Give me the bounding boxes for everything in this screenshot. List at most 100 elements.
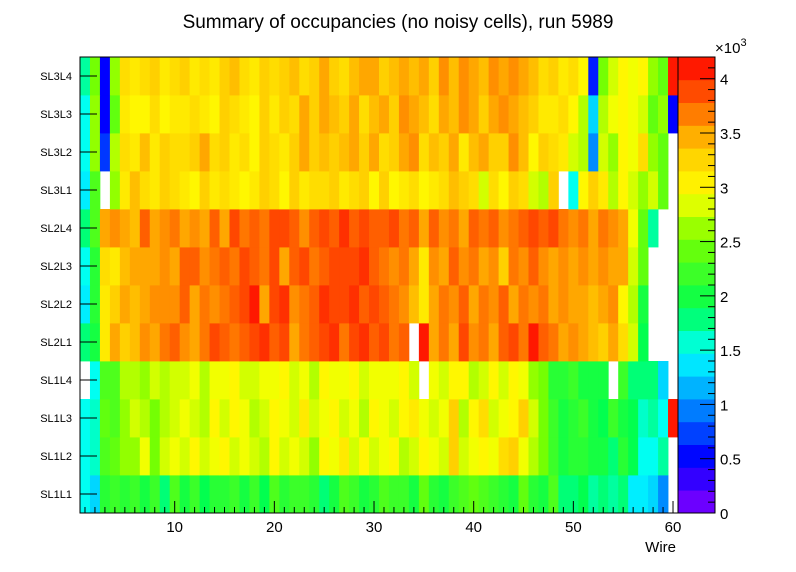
heatmap-cell bbox=[349, 475, 360, 514]
heatmap-cell bbox=[598, 285, 609, 324]
heatmap-cell bbox=[618, 171, 629, 210]
heatmap-cell bbox=[249, 57, 260, 96]
heatmap-cell bbox=[99, 361, 111, 400]
chart-title: Summary of occupancies (no noisy cells),… bbox=[183, 12, 614, 33]
heatmap-cell bbox=[438, 209, 450, 248]
heatmap-cell bbox=[508, 171, 519, 210]
heatmap-cell bbox=[209, 361, 220, 400]
heatmap-cell bbox=[398, 475, 410, 514]
heatmap-cell bbox=[119, 399, 131, 438]
heatmap-cell bbox=[359, 57, 370, 96]
palette-band bbox=[678, 125, 715, 149]
heatmap-cell bbox=[438, 171, 450, 210]
heatmap-cell bbox=[398, 285, 410, 324]
heatmap-cell bbox=[468, 285, 480, 324]
heatmap-cell bbox=[309, 247, 320, 286]
heatmap-cell bbox=[628, 171, 639, 210]
heatmap-cell bbox=[99, 133, 111, 172]
heatmap-cell bbox=[369, 209, 380, 248]
heatmap-cell bbox=[289, 133, 300, 172]
heatmap-cell bbox=[359, 399, 370, 438]
heatmap-cell bbox=[528, 133, 539, 172]
heatmap-cell bbox=[349, 57, 360, 96]
heatmap-cell bbox=[349, 399, 360, 438]
heatmap-cell bbox=[209, 57, 220, 96]
heatmap-cell bbox=[608, 437, 619, 476]
heatmap-cell bbox=[179, 247, 191, 286]
heatmap-cell bbox=[558, 133, 569, 172]
heatmap-cell bbox=[618, 399, 629, 438]
heatmap-cell bbox=[468, 475, 480, 514]
heatmap-cell bbox=[119, 95, 131, 134]
heatmap-cell bbox=[219, 57, 230, 96]
heatmap-cell bbox=[538, 133, 549, 172]
heatmap-cell bbox=[388, 399, 400, 438]
heatmap-cell bbox=[119, 361, 131, 400]
heatmap-cell bbox=[129, 361, 141, 400]
heatmap-cell bbox=[329, 95, 340, 134]
heatmap-cell bbox=[628, 247, 639, 286]
heatmap-cell bbox=[478, 133, 490, 172]
heatmap-cell bbox=[309, 437, 320, 476]
heatmap-cell bbox=[538, 437, 549, 476]
heatmap-cell bbox=[488, 437, 499, 476]
heatmap-cell bbox=[299, 285, 310, 324]
heatmap-cell bbox=[99, 95, 111, 134]
heatmap-cell bbox=[608, 95, 619, 134]
heatmap-cell bbox=[369, 361, 380, 400]
palette-band bbox=[678, 307, 715, 331]
heatmap-cell bbox=[349, 171, 360, 210]
heatmap-cell bbox=[109, 95, 121, 134]
heatmap-cell bbox=[259, 133, 270, 172]
heatmap-cell bbox=[259, 399, 270, 438]
heatmap-cell bbox=[209, 209, 220, 248]
heatmap-cell bbox=[189, 323, 200, 362]
heatmap-cell bbox=[578, 247, 589, 286]
heatmap-cell bbox=[648, 209, 659, 248]
heatmap-cell bbox=[289, 57, 300, 96]
heatmap-cell bbox=[129, 323, 141, 362]
heatmap-cell bbox=[369, 133, 380, 172]
heatmap-cell bbox=[488, 475, 499, 514]
x-tick-label: 30 bbox=[366, 519, 383, 536]
heatmap-cell bbox=[169, 171, 181, 210]
heatmap-cell bbox=[269, 171, 280, 210]
heatmap-cell bbox=[488, 399, 499, 438]
heatmap-cell bbox=[588, 285, 599, 324]
heatmap-cell bbox=[329, 399, 340, 438]
heatmap-cell bbox=[329, 247, 340, 286]
heatmap-cell bbox=[578, 437, 589, 476]
heatmap-cell bbox=[359, 323, 370, 362]
heatmap-cell bbox=[578, 95, 589, 134]
heatmap-cell bbox=[638, 57, 649, 96]
heatmap-cell bbox=[458, 361, 470, 400]
heatmap-cell bbox=[488, 171, 499, 210]
heatmap-cell bbox=[478, 437, 490, 476]
palette-band bbox=[678, 467, 715, 491]
heatmap-cell bbox=[209, 133, 220, 172]
palette-band bbox=[678, 216, 715, 240]
heatmap-cell bbox=[518, 323, 529, 362]
heatmap-cell bbox=[418, 323, 430, 362]
y-tick-label: SL3L1 bbox=[40, 185, 72, 197]
heatmap-cell bbox=[169, 437, 181, 476]
heatmap-cell bbox=[189, 285, 200, 324]
heatmap-cell bbox=[498, 209, 509, 248]
x-axis: 10 20 30 40 50 60 bbox=[84, 501, 681, 536]
heatmap-cell bbox=[438, 399, 450, 438]
heatmap-cell bbox=[488, 95, 499, 134]
heatmap-cell bbox=[119, 285, 131, 324]
heatmap-cell bbox=[578, 57, 589, 96]
heatmap-cell bbox=[279, 361, 290, 400]
heatmap-cell bbox=[638, 437, 649, 476]
heatmap-cell bbox=[159, 475, 171, 514]
heatmap-cell bbox=[558, 247, 569, 286]
heatmap-cell bbox=[558, 95, 569, 134]
heatmap-cell bbox=[418, 133, 430, 172]
heatmap-cell bbox=[488, 247, 499, 286]
heatmap-cell bbox=[628, 399, 639, 438]
colorbar-exponent: ×103 bbox=[715, 37, 747, 57]
heatmap-cell bbox=[199, 171, 210, 210]
heatmap-cell bbox=[109, 171, 121, 210]
heatmap-cell bbox=[139, 209, 151, 248]
